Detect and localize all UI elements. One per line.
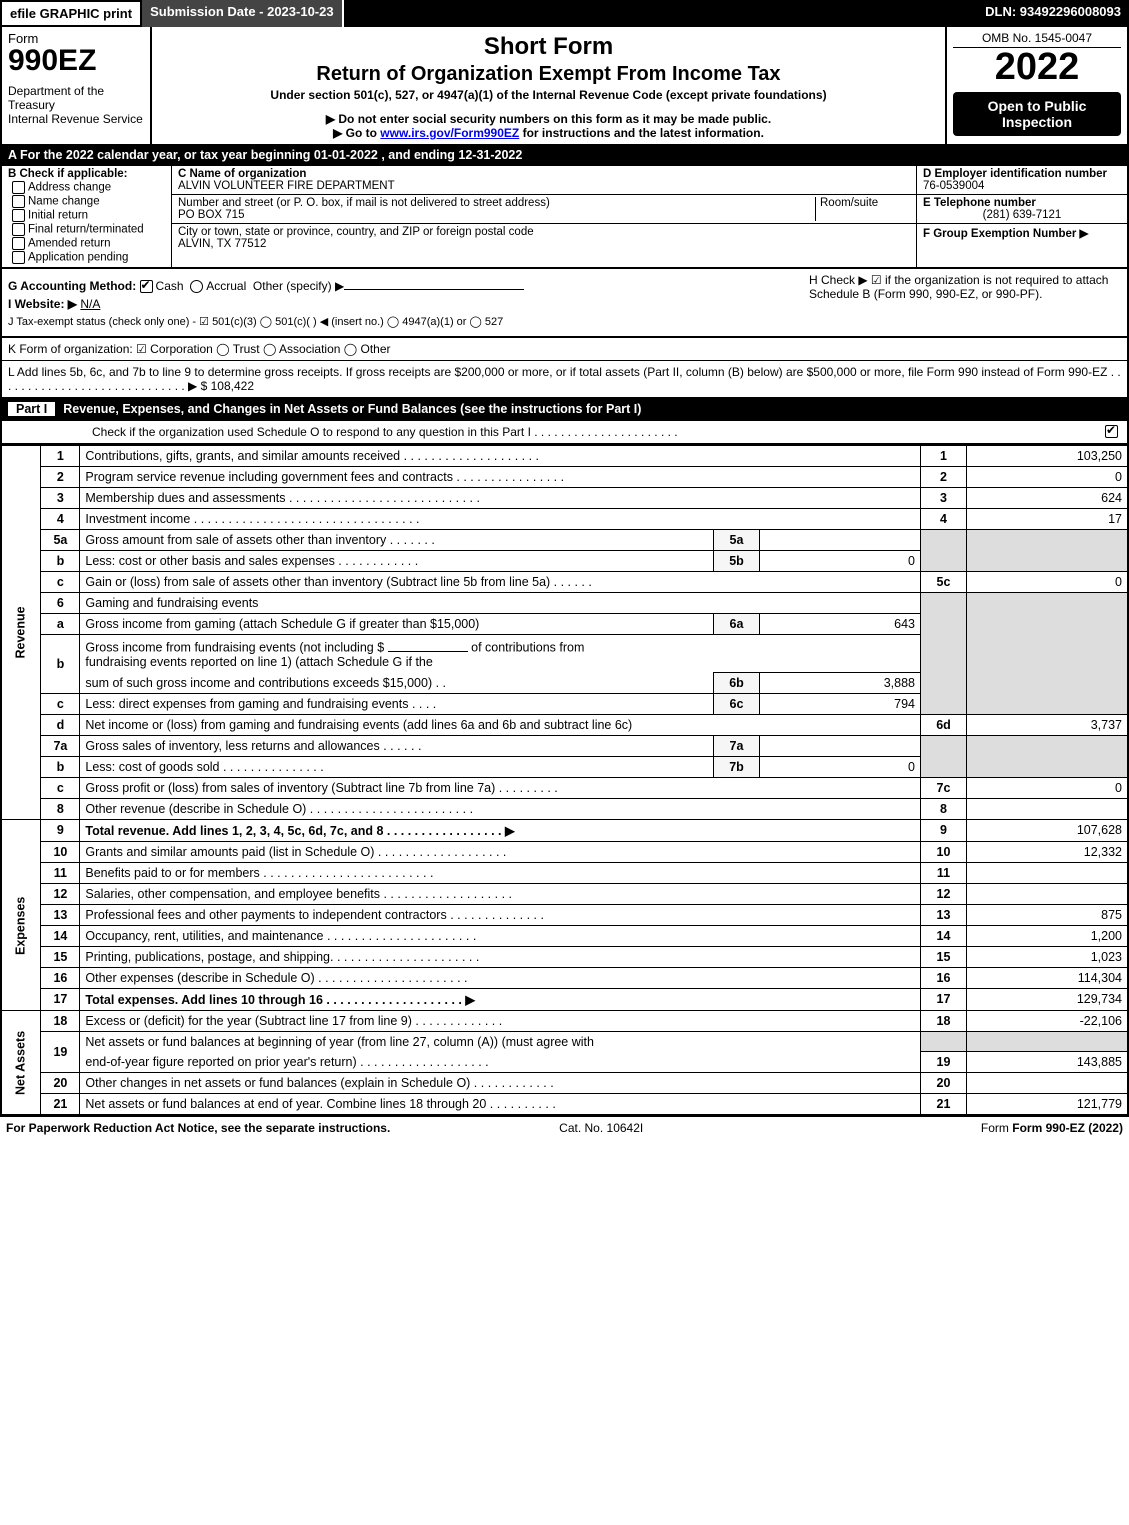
- amt-line-11: [967, 862, 1129, 883]
- val-6c: 794: [760, 693, 921, 714]
- amt-line-15: 1,023: [967, 946, 1129, 967]
- line-l: L Add lines 5b, 6c, and 7b to line 9 to …: [0, 361, 1129, 399]
- footer-right: Form Form 990-EZ (2022): [981, 1121, 1123, 1135]
- side-expenses: Expenses: [1, 841, 41, 1010]
- amt-line-17: 129,734: [967, 988, 1129, 1010]
- form-subtitle: Return of Organization Exempt From Incom…: [160, 63, 937, 86]
- website-value: N/A: [80, 297, 100, 311]
- amt-line-7c: 0: [967, 777, 1129, 798]
- line-h: H Check ▶ ☑ if the organization is not r…: [801, 273, 1121, 332]
- top-bar: efile GRAPHIC print Submission Date - 20…: [0, 0, 1129, 27]
- part-1-table: Revenue 1 Contributions, gifts, grants, …: [0, 445, 1129, 1116]
- line-i: I Website: ▶ N/A: [8, 297, 801, 311]
- chk-cash[interactable]: [140, 280, 153, 293]
- chk-accrual[interactable]: [190, 280, 203, 293]
- amt-line-12: [967, 883, 1129, 904]
- street-value: PO BOX 715: [178, 209, 244, 221]
- amt-line-18: -22,106: [967, 1010, 1129, 1031]
- goto-line: ▶ Go to www.irs.gov/Form990EZ for instru…: [160, 126, 937, 140]
- phone-value: (281) 639-7121: [923, 209, 1121, 221]
- amt-line-1: 103,250: [967, 446, 1129, 467]
- ein-value: 76-0539004: [923, 180, 984, 192]
- dln-number: DLN: 93492296008093: [977, 0, 1129, 27]
- amt-line-5c: 0: [967, 572, 1129, 593]
- val-6a: 643: [760, 614, 921, 635]
- amt-line-10: 12,332: [967, 841, 1129, 862]
- contrib-blank[interactable]: [388, 638, 468, 652]
- chk-schedule-o[interactable]: [1105, 425, 1118, 438]
- amt-line-3: 624: [967, 488, 1129, 509]
- chk-amended-return[interactable]: Amended return: [12, 237, 165, 250]
- goto-link[interactable]: www.irs.gov/Form990EZ: [380, 126, 519, 140]
- meta-block: G Accounting Method: Cash Accrual Other …: [0, 269, 1129, 338]
- amt-line-20: [967, 1073, 1129, 1094]
- goto-post: for instructions and the latest informat…: [519, 126, 764, 140]
- city-label: City or town, state or province, country…: [178, 226, 534, 238]
- chk-application-pending[interactable]: Application pending: [12, 251, 165, 264]
- amt-line-4: 17: [967, 509, 1129, 530]
- form-title: Short Form: [160, 33, 937, 61]
- chk-final-return[interactable]: Final return/terminated: [12, 223, 165, 236]
- line-l-value: 108,422: [211, 379, 254, 393]
- amt-line-6d: 3,737: [967, 714, 1129, 735]
- d-label: D Employer identification number: [923, 168, 1107, 180]
- section-a-period: A For the 2022 calendar year, or tax yea…: [0, 146, 1129, 166]
- goto-pre: ▶ Go to: [333, 126, 380, 140]
- header-center: Short Form Return of Organization Exempt…: [152, 27, 947, 144]
- amt-line-16: 114,304: [967, 967, 1129, 988]
- tax-year: 2022: [953, 48, 1121, 86]
- part-1-header: Part I Revenue, Expenses, and Changes in…: [0, 399, 1129, 421]
- other-specify-input[interactable]: [344, 277, 524, 290]
- f-label: F Group Exemption Number ▶: [923, 228, 1088, 240]
- page-footer: For Paperwork Reduction Act Notice, see …: [0, 1116, 1129, 1139]
- val-5b: 0: [760, 551, 921, 572]
- chk-address-change[interactable]: Address change: [12, 181, 165, 194]
- part-title: Revenue, Expenses, and Changes in Net As…: [63, 402, 641, 416]
- amt-line-9: 107,628: [967, 819, 1129, 841]
- line-k: K Form of organization: ☑ Corporation ◯ …: [0, 338, 1129, 361]
- amt-line-2: 0: [967, 467, 1129, 488]
- dept-label: Department of the Treasury Internal Reve…: [8, 84, 144, 126]
- amt-line-21: 121,779: [967, 1094, 1129, 1116]
- form-header: Form 990EZ Department of the Treasury In…: [0, 27, 1129, 146]
- efile-print-label[interactable]: efile GRAPHIC print: [0, 0, 142, 27]
- part-label: Part I: [8, 402, 55, 416]
- chk-name-change[interactable]: Name change: [12, 195, 165, 208]
- side-revenue: Revenue: [1, 446, 41, 820]
- header-right: OMB No. 1545-0047 2022 Open to Public In…: [947, 27, 1127, 144]
- street-label: Number and street (or P. O. box, if mail…: [178, 197, 550, 209]
- amt-line-13: 875: [967, 904, 1129, 925]
- amt-line-8: [967, 798, 1129, 819]
- val-5a: [760, 530, 921, 551]
- e-label: E Telephone number: [923, 197, 1036, 209]
- part-1-check-o: Check if the organization used Schedule …: [0, 421, 1129, 445]
- public-inspection-badge: Open to Public Inspection: [953, 92, 1121, 136]
- c-label: C Name of organization: [178, 168, 306, 180]
- amt-line-19: 143,885: [967, 1052, 1129, 1073]
- under-section: Under section 501(c), 527, or 4947(a)(1)…: [160, 88, 937, 102]
- val-7b: 0: [760, 756, 921, 777]
- side-netassets: Net Assets: [1, 1010, 41, 1115]
- footer-left: For Paperwork Reduction Act Notice, see …: [6, 1121, 390, 1135]
- footer-cat: Cat. No. 10642I: [559, 1121, 643, 1135]
- org-name: ALVIN VOLUNTEER FIRE DEPARTMENT: [178, 180, 395, 192]
- val-6b: 3,888: [760, 672, 921, 693]
- line-g: G Accounting Method: Cash Accrual Other …: [8, 277, 801, 293]
- city-value: ALVIN, TX 77512: [178, 238, 266, 250]
- box-c: C Name of organization ALVIN VOLUNTEER F…: [172, 166, 917, 267]
- ssn-warning: ▶ Do not enter social security numbers o…: [160, 112, 937, 126]
- amt-line-14: 1,200: [967, 925, 1129, 946]
- box-b: B Check if applicable: Address change Na…: [2, 166, 172, 267]
- form-number: 990EZ: [8, 46, 144, 76]
- submission-date: Submission Date - 2023-10-23: [142, 0, 344, 27]
- box-d: D Employer identification number 76-0539…: [917, 166, 1127, 267]
- chk-initial-return[interactable]: Initial return: [12, 209, 165, 222]
- val-7a: [760, 735, 921, 756]
- header-left: Form 990EZ Department of the Treasury In…: [2, 27, 152, 144]
- section-bcd: B Check if applicable: Address change Na…: [0, 166, 1129, 269]
- line-j: J Tax-exempt status (check only one) - ☑…: [8, 315, 801, 328]
- room-suite-label: Room/suite: [815, 197, 910, 221]
- box-b-title: B Check if applicable:: [8, 168, 128, 180]
